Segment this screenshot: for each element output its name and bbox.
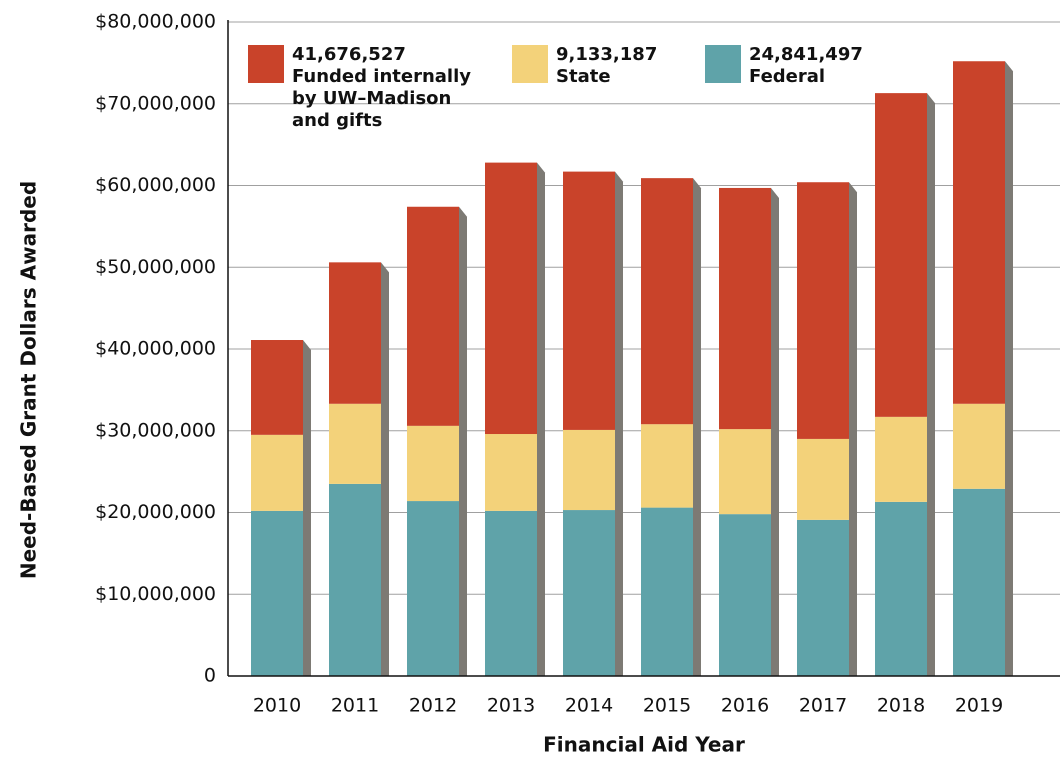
bar-segment (875, 501, 927, 676)
bar-segment (563, 171, 615, 430)
x-axis-title: Financial Aid Year (543, 733, 745, 757)
bar-segment (641, 507, 693, 676)
x-tick-label: 2016 (721, 695, 769, 717)
x-tick-label: 2014 (565, 695, 613, 717)
bar-segment (251, 340, 303, 435)
y-tick-label: $70,000,000 (95, 92, 216, 114)
y-tick-label: $30,000,000 (95, 419, 216, 441)
legend-entry: 24,841,497 Federal (749, 44, 899, 88)
bar-segment (563, 429, 615, 511)
bar-segment (953, 61, 1005, 404)
bar-segment (485, 162, 537, 435)
x-tick-label: 2015 (643, 695, 691, 717)
legend-label: Funded internally by UW–Madison and gift… (292, 66, 471, 131)
bar-shadow (693, 178, 701, 676)
bar-segment (953, 488, 1005, 676)
y-tick-label: 0 (204, 665, 216, 687)
bar-segment (563, 510, 615, 676)
bar-segment (329, 483, 381, 676)
bar-segment (797, 438, 849, 520)
bar-segment (719, 429, 771, 515)
legend-swatch (705, 45, 741, 83)
bar-segment (875, 93, 927, 417)
bar-shadow (537, 162, 545, 677)
bar-segment (407, 501, 459, 676)
x-tick-label: 2019 (955, 695, 1003, 717)
bar-shadow (459, 206, 467, 676)
legend-label: State (556, 66, 611, 87)
bar-segment (875, 416, 927, 502)
bar-shadow (1005, 61, 1013, 677)
bar-segment (329, 262, 381, 404)
y-tick-label: $10,000,000 (95, 583, 216, 605)
bar-segment (641, 424, 693, 508)
bar-shadow (615, 171, 623, 677)
bar-segment (329, 403, 381, 484)
bar-segment (407, 206, 459, 426)
bar-segment (251, 434, 303, 511)
bar-segment (719, 187, 771, 430)
y-tick-label: $20,000,000 (95, 501, 216, 523)
bar-segment (485, 510, 537, 676)
legend-value: 24,841,497 (749, 44, 863, 65)
y-axis-title: Need-Based Grant Dollars Awarded (17, 181, 41, 579)
x-tick-label: 2012 (409, 695, 457, 717)
bar-segment (641, 178, 693, 425)
bar-shadow (927, 93, 935, 676)
y-tick-label: $40,000,000 (95, 338, 216, 360)
legend-value: 41,676,527 (292, 44, 406, 65)
bar-shadow (303, 340, 311, 676)
bar-shadow (771, 187, 779, 676)
bar-segment (485, 434, 537, 511)
legend-label: Federal (749, 66, 826, 87)
bar-segment (797, 182, 849, 439)
y-tick-label: $60,000,000 (95, 174, 216, 196)
x-tick-label: 2013 (487, 695, 535, 717)
bar-segment (797, 519, 849, 676)
legend-swatch (512, 45, 548, 83)
bar-segment (953, 403, 1005, 489)
y-tick-label: $80,000,000 (95, 11, 216, 33)
bar-shadow (849, 182, 857, 677)
x-tick-label: 2018 (877, 695, 925, 717)
legend-entry: 41,676,527 Funded internally by UW–Madiso… (292, 44, 492, 132)
bar-segment (719, 514, 771, 676)
bar-segment (407, 425, 459, 502)
legend-swatch (248, 45, 284, 83)
legend-entry: 9,133,187 State (556, 44, 686, 88)
x-tick-label: 2011 (331, 695, 379, 717)
bar-shadow (381, 262, 389, 676)
x-tick-label: 2017 (799, 695, 847, 717)
y-tick-label: $50,000,000 (95, 256, 216, 278)
x-tick-label: 2010 (253, 695, 301, 717)
bar-segment (251, 510, 303, 676)
legend-value: 9,133,187 (556, 44, 658, 65)
